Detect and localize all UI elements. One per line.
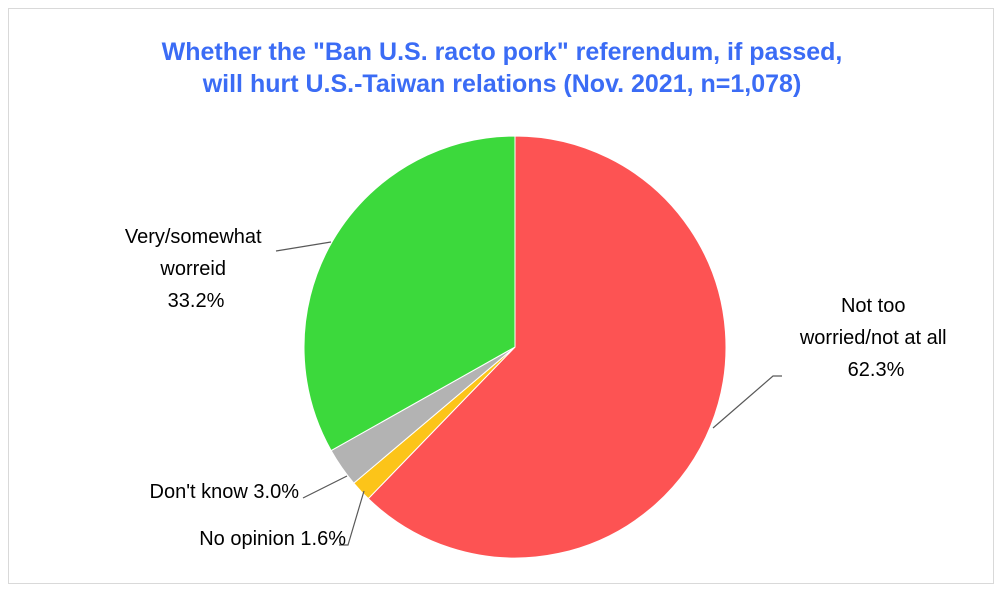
leader-line-no-opinion bbox=[339, 490, 365, 546]
leader-line-worried bbox=[275, 241, 332, 252]
leader-line-not-worried bbox=[712, 375, 782, 429]
chart-title: Whether the "Ban U.S. racto pork" refere… bbox=[0, 36, 1004, 100]
label-not-worried-line-1: Not too bbox=[841, 295, 905, 317]
label-worried-line-1: Very/somewhat bbox=[125, 226, 262, 248]
leader-line-dont-know bbox=[302, 475, 348, 499]
pie-slices bbox=[303, 135, 727, 559]
label-worried: Very/somewhat worreid 33.2% bbox=[125, 226, 267, 312]
label-not-worried-line-2: worried/not at all bbox=[799, 327, 947, 349]
label-not-worried: Not too worried/not at all 62.3% bbox=[799, 295, 952, 381]
slice-not-worried bbox=[367, 135, 727, 559]
label-not-worried-line-3: 62.3% bbox=[848, 359, 905, 381]
slice-worried bbox=[303, 135, 516, 452]
chart-title-line-1: Whether the "Ban U.S. racto pork" refere… bbox=[161, 38, 843, 66]
chart-title-line-2: will hurt U.S.-Taiwan relations (Nov. 20… bbox=[202, 70, 802, 98]
label-no-opinion: No opinion 1.6% bbox=[199, 528, 346, 550]
label-worried-line-3: 33.2% bbox=[168, 290, 225, 312]
label-dont-know: Don't know 3.0% bbox=[150, 481, 300, 503]
label-worried-line-2: worreid bbox=[159, 258, 226, 280]
